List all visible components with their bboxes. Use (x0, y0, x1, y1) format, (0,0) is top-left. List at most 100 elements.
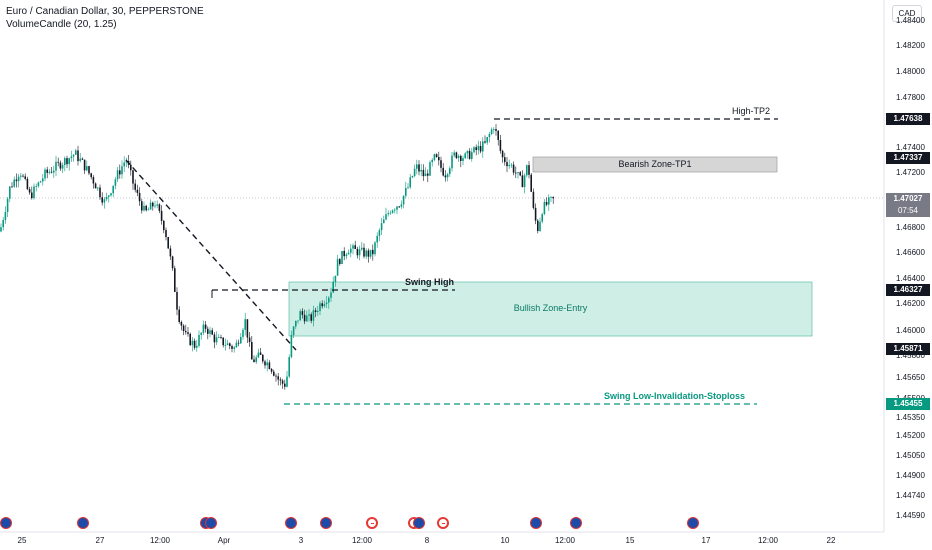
swing-high-annotation[interactable]: Swing High (405, 277, 454, 287)
candle-body (277, 376, 279, 380)
candle-body (119, 170, 121, 175)
candle-body (191, 340, 194, 346)
candle-body (136, 189, 139, 193)
eur-event-icon[interactable] (285, 517, 297, 529)
bearish-zone-box[interactable] (532, 156, 778, 173)
candle-body (347, 252, 350, 255)
candle-body (460, 155, 462, 161)
candle-body (20, 175, 22, 177)
candle-body (235, 342, 238, 348)
time-axis-tick: 3 (298, 536, 304, 545)
candle-body (134, 183, 136, 190)
eur-event-icon[interactable] (570, 517, 582, 529)
candle-body (101, 197, 103, 203)
candle-body (325, 302, 328, 304)
candle-body (279, 379, 282, 381)
candle-body (372, 249, 374, 255)
trend-line[interactable] (125, 159, 297, 351)
candle-body (405, 188, 407, 196)
candle-body (506, 162, 508, 167)
eur-event-icon[interactable] (320, 517, 332, 529)
candle-body (77, 150, 79, 162)
candle-body (422, 169, 425, 177)
candle-body (451, 155, 453, 169)
candle-body (105, 196, 108, 200)
candle-body (504, 157, 506, 163)
candle-body (468, 150, 471, 159)
candle-body (519, 172, 521, 176)
eur-event-icon[interactable] (687, 517, 699, 529)
candle-body (171, 256, 174, 269)
candle-body (385, 214, 387, 220)
candle-body (215, 337, 218, 343)
bearish-zone-label[interactable]: Bearish Zone-TP1 (618, 159, 692, 169)
candle-body (123, 162, 125, 167)
candle-body (112, 185, 114, 194)
candle-body (53, 170, 55, 173)
swing-high-price-label: 1.46327 (886, 284, 930, 296)
candle-body (409, 177, 411, 188)
current-price-label: 1.47027 07:54 (886, 193, 930, 217)
candle-body (257, 352, 260, 358)
candle-body (420, 169, 422, 172)
candle-body (330, 292, 332, 298)
candle-body (70, 156, 73, 159)
time-axis-tick: 12:00 (149, 536, 171, 545)
candle-body (83, 159, 86, 171)
candle-body (180, 322, 183, 326)
candle-body (246, 319, 249, 338)
candle-body (427, 173, 429, 176)
cad-event-icon[interactable] (366, 517, 378, 529)
candle-body (46, 169, 48, 173)
candle-body (61, 165, 64, 169)
eur-event-icon[interactable] (0, 517, 12, 529)
high-tp2-annotation[interactable]: High-TP2 (732, 106, 771, 116)
candle-body (138, 192, 141, 202)
bullish-zone-box[interactable] (288, 281, 813, 337)
candle-body (64, 158, 66, 166)
candle-body (59, 162, 62, 169)
candle-body (204, 324, 207, 329)
candle-body (376, 235, 378, 243)
time-axis-tick: 12:00 (351, 536, 373, 545)
candle-body (154, 205, 156, 207)
candle-body (394, 209, 396, 211)
chart-title: Euro / Canadian Dollar, 30, PEPPERSTONE (6, 6, 204, 17)
candle-body (328, 297, 330, 303)
candle-body (295, 320, 297, 327)
eur-event-icon[interactable] (77, 517, 89, 529)
cad-event-icon[interactable] (437, 517, 449, 529)
price-axis-tick: 1.48000 (896, 67, 925, 76)
eur-event-icon[interactable] (530, 517, 542, 529)
candle-body (486, 137, 488, 143)
indicator-label[interactable]: VolumeCandle (20, 1.25) (6, 19, 117, 30)
candle-body (48, 171, 51, 173)
candle-body (369, 249, 372, 257)
price-axis-tick: 1.48400 (896, 16, 925, 25)
currency-button[interactable]: CAD (892, 5, 922, 22)
candle-body (145, 205, 147, 211)
price-axis-tick: 1.45200 (896, 431, 925, 440)
candle-body (438, 157, 440, 161)
candle-body (237, 342, 240, 344)
candle-body (391, 210, 394, 213)
eur-event-icon[interactable] (413, 517, 425, 529)
swing-low-annotation[interactable]: Swing Low-Invalidation-Stoploss (604, 391, 745, 401)
candle-body (158, 204, 161, 211)
candle-body (323, 303, 326, 307)
candle-body (178, 309, 180, 323)
candle-body (22, 175, 24, 177)
bullish-zone-label[interactable]: Bullish Zone-Entry (513, 303, 588, 313)
candle-body (380, 223, 383, 231)
candle-body (464, 153, 466, 159)
candle-body (314, 310, 317, 312)
candle-body (539, 221, 541, 231)
candle-body (233, 347, 235, 349)
candle-body (99, 187, 101, 198)
eur-event-icon[interactable] (205, 517, 217, 529)
candle-body (526, 165, 528, 176)
candle-body (55, 161, 57, 171)
candle-body (545, 202, 548, 205)
time-axis-tick: 12:00 (554, 536, 576, 545)
